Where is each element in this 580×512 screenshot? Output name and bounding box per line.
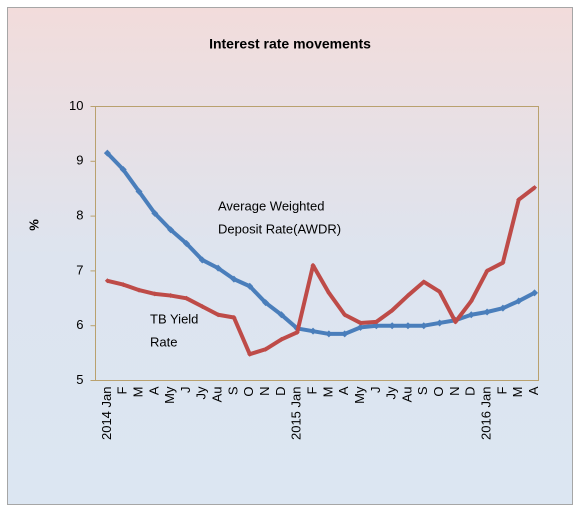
series-line — [106, 186, 536, 357]
annotation: Rate — [150, 334, 177, 349]
data-point — [262, 299, 270, 307]
x-tick-label: D — [273, 387, 288, 396]
data-point — [389, 307, 395, 313]
data-point — [516, 197, 522, 203]
x-tick-label: O — [241, 387, 256, 397]
x-tick-label: F — [115, 386, 130, 394]
x-tick-label: A — [146, 386, 161, 395]
x-tick-label: J — [368, 387, 383, 394]
y-tick-label: 5 — [76, 372, 83, 387]
x-tick-label: M — [130, 387, 145, 398]
data-point — [484, 268, 490, 274]
data-point — [500, 260, 506, 266]
data-point — [341, 330, 349, 338]
data-point — [421, 279, 427, 285]
x-tick-label: 2014 Jan — [99, 387, 114, 441]
x-tick-label: Jy — [384, 386, 399, 400]
data-point — [167, 226, 175, 234]
data-point — [104, 278, 110, 284]
x-tick-label: Au — [399, 387, 414, 403]
data-point — [436, 319, 444, 327]
x-tick-label: 2016 Jan — [479, 386, 494, 440]
data-point — [278, 336, 284, 342]
data-point — [214, 264, 222, 272]
data-point — [326, 290, 332, 296]
y-tick-label: 9 — [76, 153, 83, 168]
data-point — [120, 282, 126, 288]
data-point — [373, 319, 379, 325]
x-tick-label: A — [526, 386, 541, 395]
data-point — [499, 304, 507, 312]
data-point — [103, 149, 111, 157]
x-tick-label: A — [336, 386, 351, 395]
data-point — [136, 287, 142, 293]
data-point — [294, 329, 300, 335]
data-point — [388, 322, 396, 330]
series-line — [105, 151, 536, 336]
x-tick-label: My — [162, 386, 177, 404]
data-point — [437, 289, 443, 295]
x-tick-label: N — [447, 387, 462, 396]
data-point — [467, 311, 475, 319]
chart-background — [7, 7, 573, 505]
x-tick-label: F — [494, 386, 509, 394]
x-tick-label: S — [415, 386, 430, 395]
y-tick-label: 6 — [76, 317, 83, 332]
data-point — [358, 320, 364, 326]
y-tick-label: 10 — [69, 98, 83, 113]
x-tick-label: D — [463, 387, 478, 396]
chart-title: Interest rate movements — [209, 36, 371, 52]
data-point — [468, 298, 474, 304]
x-tick-label: Au — [210, 387, 225, 403]
data-point — [135, 187, 143, 195]
data-point — [483, 308, 491, 316]
data-point — [531, 289, 539, 297]
data-point — [277, 311, 285, 319]
data-point — [199, 304, 205, 310]
data-point — [452, 319, 458, 325]
data-point — [231, 314, 237, 320]
x-tick-label: F — [304, 386, 319, 394]
data-point — [405, 293, 411, 299]
annotation: Deposit Rate(AWDR) — [218, 221, 341, 236]
data-point — [357, 323, 365, 331]
data-point — [404, 322, 412, 330]
data-point — [263, 346, 269, 352]
annotation: Average Weighted — [218, 198, 324, 213]
x-tick-label: O — [431, 387, 446, 397]
y-axis-label: % — [26, 219, 41, 231]
y-tick-label: 8 — [76, 208, 83, 223]
data-point — [515, 297, 523, 305]
data-point — [246, 282, 254, 290]
x-tick-label: J — [178, 387, 193, 394]
data-point — [309, 327, 317, 335]
plot-area — [95, 106, 539, 381]
data-point — [532, 185, 538, 191]
data-point — [420, 322, 428, 330]
x-tick-label: 2015 Jan — [289, 387, 304, 441]
data-point — [152, 291, 158, 297]
data-point — [310, 262, 316, 268]
data-point — [168, 293, 174, 299]
data-point — [230, 275, 238, 283]
x-tick-label: S — [225, 386, 240, 395]
data-point — [183, 295, 189, 301]
data-point — [151, 209, 159, 217]
data-point — [247, 351, 253, 357]
annotation: TB Yield — [150, 311, 198, 326]
data-point — [342, 312, 348, 318]
x-tick-label: Jy — [194, 386, 209, 400]
x-tick-label: M — [510, 387, 525, 398]
y-tick-label: 7 — [76, 262, 83, 277]
x-tick-label: My — [352, 386, 367, 404]
x-tick-label: M — [320, 387, 335, 398]
x-tick-label: N — [257, 387, 272, 396]
data-point — [119, 166, 127, 174]
data-point — [215, 312, 221, 318]
data-point — [198, 256, 206, 264]
data-point — [182, 240, 190, 247]
data-point — [325, 330, 333, 338]
